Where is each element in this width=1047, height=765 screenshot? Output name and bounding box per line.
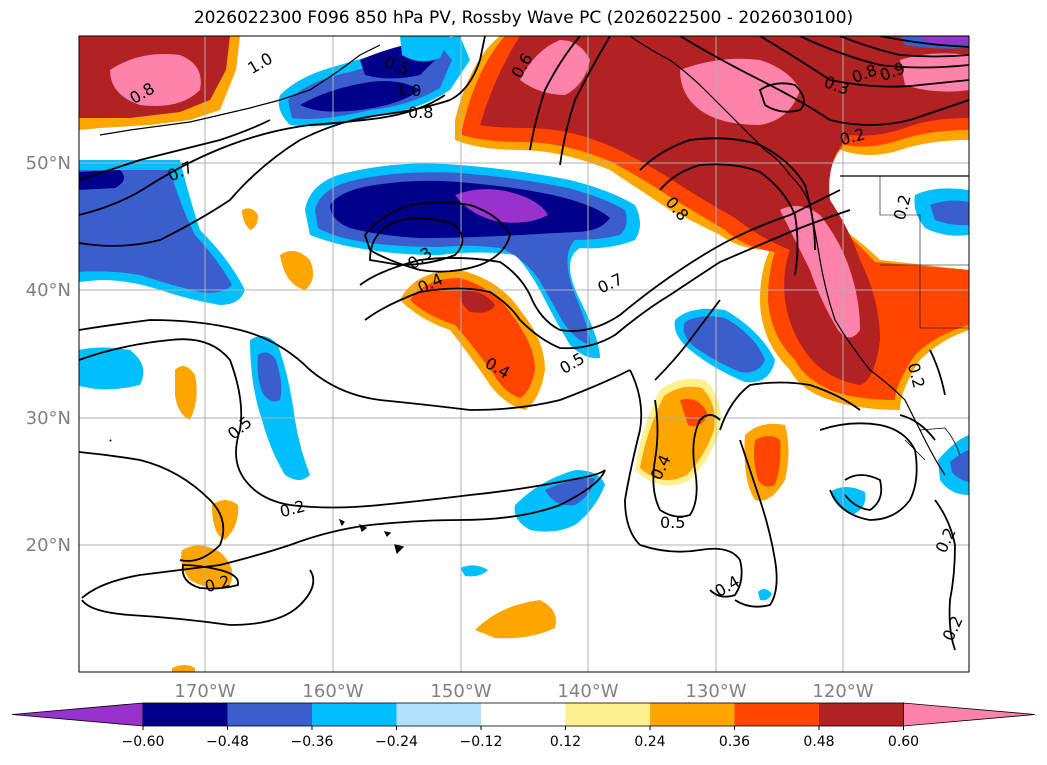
anomaly-negative [257,352,282,402]
lon-label: 150°W [430,681,491,702]
colorbar-segment [650,703,735,726]
contour-label: 0.5 [660,513,685,532]
lat-label: 40°N [26,280,71,301]
anomaly-positive [754,436,781,487]
lon-label: 130°W [685,681,746,702]
colorbar-segment [143,703,228,726]
anomaly-negative [758,588,772,601]
colorbar: −0.60 −0.48 −0.36 −0.24 −0.12 0.12 0.24 0.36 0.4… [11,702,1036,750]
anomaly-negative [920,36,969,44]
pv-contours [79,36,969,651]
colorbar-tick-label: 0.60 [888,734,919,750]
colorbar-extend-max [903,702,1036,727]
anomaly-negative [79,347,144,390]
colorbar-tick-label: 0.12 [550,734,581,750]
colorbar-tick-label: 0.48 [803,734,834,750]
colorbar-tick-label: −0.36 [291,734,334,750]
anomaly-positive [280,251,314,290]
colorbar-tick-label: −0.48 [206,734,249,750]
anomaly-positive [410,278,535,398]
anomaly-positive [110,54,201,106]
anomaly-positive [172,665,195,672]
anomaly-negative [79,170,232,293]
anomaly-negative [400,36,450,62]
colorbar-segment [819,703,904,726]
anomaly-positive [175,366,197,420]
anomaly-negative [545,478,595,506]
colorbar-segment [396,703,482,726]
anomaly-positive [459,290,495,313]
anomaly-positive [520,40,590,95]
colorbar-segment [227,703,313,726]
anomaly-negative [930,200,969,226]
colorbar-tick-label: 0.36 [719,734,750,750]
anomaly-positive [475,600,556,639]
lon-label: 160°W [302,681,363,702]
colorbar-outline [142,702,904,727]
contour-label: 0.8 [408,103,433,122]
lon-label: 140°W [557,681,618,702]
colorbar-tick-label: −0.12 [460,734,503,750]
colorbar-tick-label: 0.24 [634,734,665,750]
map-title: 2026022300 F096 850 hPa PV, Rossby Wave … [193,8,854,28]
anomaly-positive [780,206,860,338]
lon-axis: 170°W 160°W 150°W 140°W 130°W 120°W [174,681,873,702]
colorbar-segment [734,703,820,726]
colorbar-tick-label: −0.60 [122,734,165,750]
lat-label: 30°N [26,408,71,429]
anomaly-negative [300,81,420,112]
anomaly-negative [460,565,488,577]
anomaly-negative [950,450,969,482]
colorbar-extend-min [11,702,144,727]
anomaly-negative [79,170,124,190]
gridlines [79,36,969,672]
contour-label: 1.0 [396,81,421,100]
anomaly-negative [455,189,548,223]
anomaly-negative [830,487,866,515]
lon-label: 170°W [174,681,235,702]
lat-label: 20°N [26,535,71,556]
lat-label: 50°N [26,153,71,174]
map-panel: 0.8 1.0 0.5 0.6 1.0 0.8 0.3 0.8 0.9 0.2 … [78,35,970,673]
colorbar-tick-label: −0.24 [375,734,418,750]
colorbar-segment [481,703,566,726]
colorbar-segment [312,703,397,726]
anomaly-negative [683,316,765,373]
lat-axis: 20°N 30°N 40°N 50°N [26,153,71,556]
lon-label: 120°W [812,681,873,702]
colorbar-segment [565,703,651,726]
anomaly-positive [242,208,258,230]
